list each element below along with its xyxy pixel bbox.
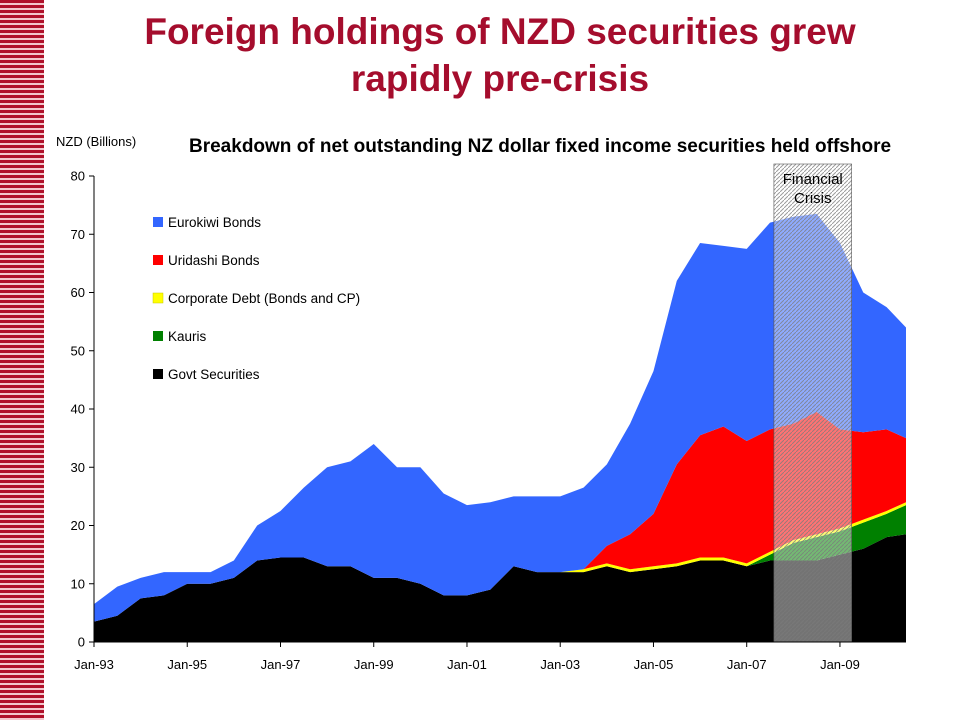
legend-swatch xyxy=(152,292,164,304)
legend-label: Uridashi Bonds xyxy=(168,253,260,268)
x-tick-label: Jan-03 xyxy=(540,657,580,672)
stacked-area-chart: NZD (Billions) Breakdown of net outstand… xyxy=(56,134,906,672)
y-tick-label: 50 xyxy=(71,343,85,358)
area-uridashi-bonds xyxy=(94,411,906,622)
x-tick-label: Jan-09 xyxy=(820,657,860,672)
legend-label: Eurokiwi Bonds xyxy=(168,215,261,230)
area-eurokiwi-bonds xyxy=(94,213,906,622)
x-tick-label: Jan-07 xyxy=(727,657,767,672)
legend-label: Corporate Debt (Bonds and CP) xyxy=(168,291,360,306)
y-tick-label: 10 xyxy=(71,576,85,591)
x-tick-label: Jan-01 xyxy=(447,657,487,672)
slide-title-line-2: rapidly pre-crisis xyxy=(350,58,650,99)
x-tick-label: Jan-05 xyxy=(634,657,674,672)
y-tick-label: 0 xyxy=(78,635,85,650)
area-govt-securities xyxy=(94,534,906,642)
legend: Eurokiwi Bonds Uridashi Bonds Corporate De… xyxy=(152,215,360,382)
legend-swatch xyxy=(153,255,163,265)
legend-label: Kauris xyxy=(168,329,207,344)
slide-title: Foreign holdings of NZD securities grew … xyxy=(60,8,940,102)
chart-title: Breakdown of net outstanding NZ dollar f… xyxy=(189,136,891,157)
x-tick-label: Jan-95 xyxy=(167,657,207,672)
y-axis-label: NZD (Billions) xyxy=(56,134,136,149)
y-tick-label: 40 xyxy=(71,402,85,417)
legend-swatch xyxy=(153,331,163,341)
y-tick-label: 80 xyxy=(71,169,85,184)
y-tick-label: 70 xyxy=(71,227,85,242)
legend-swatch xyxy=(153,217,163,227)
slide-title-line-1: Foreign holdings of NZD securities grew xyxy=(144,11,856,52)
side-stripe-decoration xyxy=(0,0,44,720)
legend-label: Govt Securities xyxy=(168,367,260,382)
y-tick-label: 30 xyxy=(71,460,85,475)
y-tick-label: 20 xyxy=(71,518,85,533)
y-tick-label: 60 xyxy=(71,285,85,300)
crisis-annotation: Financial Crisis xyxy=(773,163,852,643)
axes: 0 10 20 30 40 50 60 70 80 Jan-93 Jan-95 Jan-97 Jan-9… xyxy=(71,169,906,672)
crisis-label-line-1: Financial xyxy=(783,171,843,188)
areas-layer xyxy=(94,213,906,642)
x-tick-label: Jan-97 xyxy=(261,657,301,672)
x-tick-label: Jan-99 xyxy=(354,657,394,672)
legend-swatch xyxy=(153,369,163,379)
crisis-shaded-region xyxy=(773,163,852,643)
crisis-label-line-2: Crisis xyxy=(794,190,832,207)
x-tick-label: Jan-93 xyxy=(74,657,114,672)
